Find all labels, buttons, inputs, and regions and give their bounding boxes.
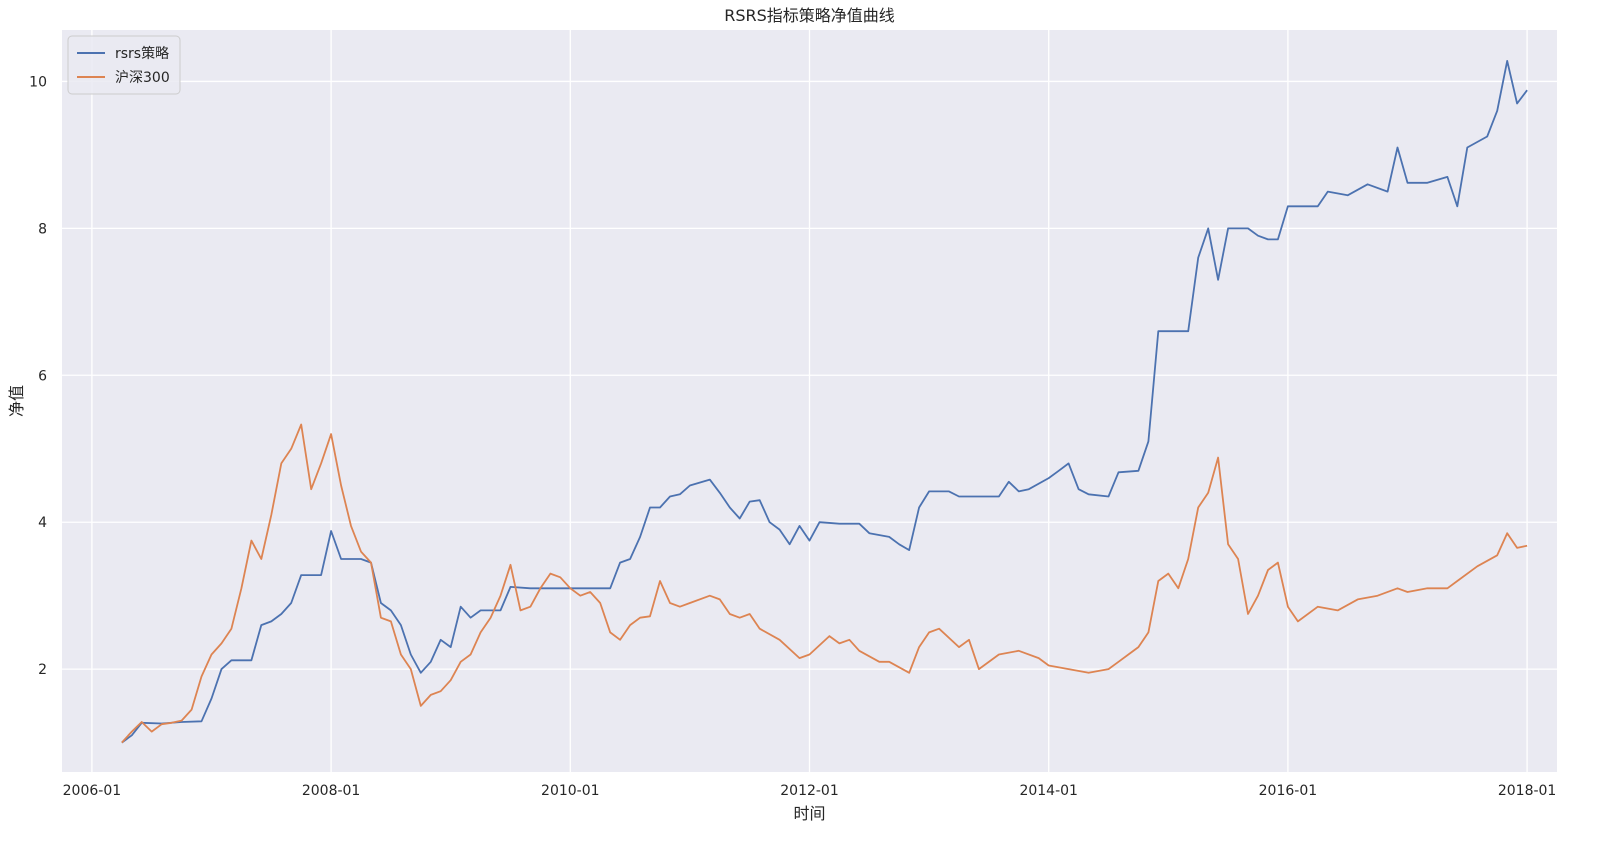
x-tick-label: 2008-01 (302, 783, 361, 799)
legend-label: rsrs策略 (115, 45, 169, 62)
legend-label: 沪深300 (115, 70, 170, 86)
x-axis-title: 时间 (793, 804, 825, 823)
x-tick-label: 2018-01 (1498, 783, 1557, 799)
chart-title: RSRS指标策略净值曲线 (724, 6, 895, 25)
x-tick-label: 2006-01 (63, 783, 122, 799)
legend-box (67, 35, 181, 95)
y-tick-label: 10 (29, 74, 47, 90)
x-tick-label: 2016-01 (1259, 783, 1318, 799)
axes: 2006-01 2008-01 2010-01 2012-01 2014-01 2016-… (29, 74, 1556, 799)
y-tick-label: 4 (38, 515, 47, 531)
y-tick-label: 8 (38, 221, 47, 237)
y-axis-title: 净值 (7, 385, 26, 417)
x-tick-label: 2014-01 (1019, 783, 1078, 799)
series-line-1 (121, 423, 1528, 744)
series-lines (121, 60, 1528, 744)
x-tick-label: 2010-01 (541, 783, 600, 799)
grid-lines (62, 30, 1557, 772)
series-line-0 (121, 60, 1528, 744)
y-tick-label: 2 (38, 662, 47, 678)
x-tick-label: 2012-01 (780, 783, 839, 799)
y-tick-label: 6 (38, 368, 47, 384)
